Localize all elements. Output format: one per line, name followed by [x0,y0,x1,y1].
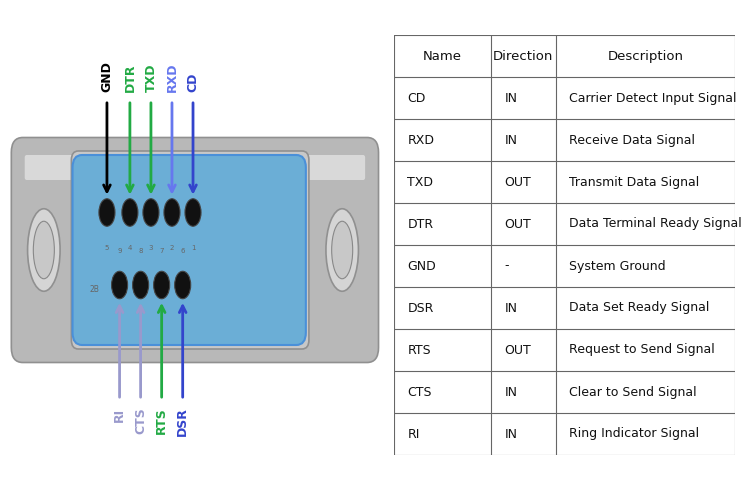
FancyBboxPatch shape [25,155,365,180]
Text: Carrier Detect Input Signal: Carrier Detect Input Signal [569,92,737,104]
Text: GND: GND [100,62,113,92]
Text: CD: CD [187,73,200,92]
Ellipse shape [112,271,128,298]
Text: IN: IN [505,428,518,440]
Text: OUT: OUT [505,344,532,356]
Text: DTR: DTR [407,218,434,230]
Text: RTS: RTS [155,408,168,434]
Text: TXD: TXD [407,176,434,188]
Text: CTS: CTS [134,408,147,434]
Text: 3: 3 [148,244,153,250]
Text: 2B: 2B [90,286,100,294]
Text: RI: RI [113,408,126,422]
Text: 9: 9 [117,248,122,254]
Text: RXD: RXD [166,63,178,92]
Text: Receive Data Signal: Receive Data Signal [569,134,695,146]
Text: CTS: CTS [407,386,432,398]
Text: 5: 5 [105,244,110,250]
Text: CD: CD [407,92,426,104]
Ellipse shape [175,271,190,298]
Text: IN: IN [505,92,518,104]
Text: Transmit Data Signal: Transmit Data Signal [569,176,700,188]
Ellipse shape [122,198,138,226]
Ellipse shape [332,221,352,279]
Ellipse shape [28,209,60,291]
Ellipse shape [33,221,54,279]
Text: RXD: RXD [407,134,434,146]
Text: IN: IN [505,386,518,398]
Text: OUT: OUT [505,218,532,230]
Text: TXD: TXD [145,64,158,92]
Ellipse shape [164,198,180,226]
Text: OUT: OUT [505,176,532,188]
Text: 7: 7 [160,248,164,254]
Text: IN: IN [505,134,518,146]
Text: Clear to Send Signal: Clear to Send Signal [569,386,697,398]
Text: 1: 1 [190,244,195,250]
Text: 2: 2 [170,244,174,250]
Text: Name: Name [423,50,462,62]
Text: GND: GND [407,260,436,272]
Text: Data Terminal Ready Signal: Data Terminal Ready Signal [569,218,742,230]
Text: DSR: DSR [176,408,189,436]
Text: Direction: Direction [494,50,554,62]
Text: DSR: DSR [407,302,434,314]
Text: DTR: DTR [124,64,136,92]
Ellipse shape [133,271,148,298]
Text: RI: RI [407,428,420,440]
Ellipse shape [143,198,159,226]
Text: Request to Send Signal: Request to Send Signal [569,344,716,356]
Ellipse shape [326,209,358,291]
FancyBboxPatch shape [73,155,306,345]
Text: -: - [505,260,509,272]
Text: IN: IN [505,302,518,314]
Text: System Ground: System Ground [569,260,666,272]
FancyBboxPatch shape [11,138,379,362]
Text: Ring Indicator Signal: Ring Indicator Signal [569,428,700,440]
Text: 8: 8 [138,248,142,254]
Ellipse shape [99,198,115,226]
Text: RTS: RTS [407,344,431,356]
Text: Description: Description [608,50,683,62]
FancyBboxPatch shape [71,151,309,349]
Text: Data Set Ready Signal: Data Set Ready Signal [569,302,710,314]
Text: 4: 4 [128,244,132,250]
Ellipse shape [185,198,201,226]
Ellipse shape [154,271,170,298]
Text: 6: 6 [181,248,185,254]
